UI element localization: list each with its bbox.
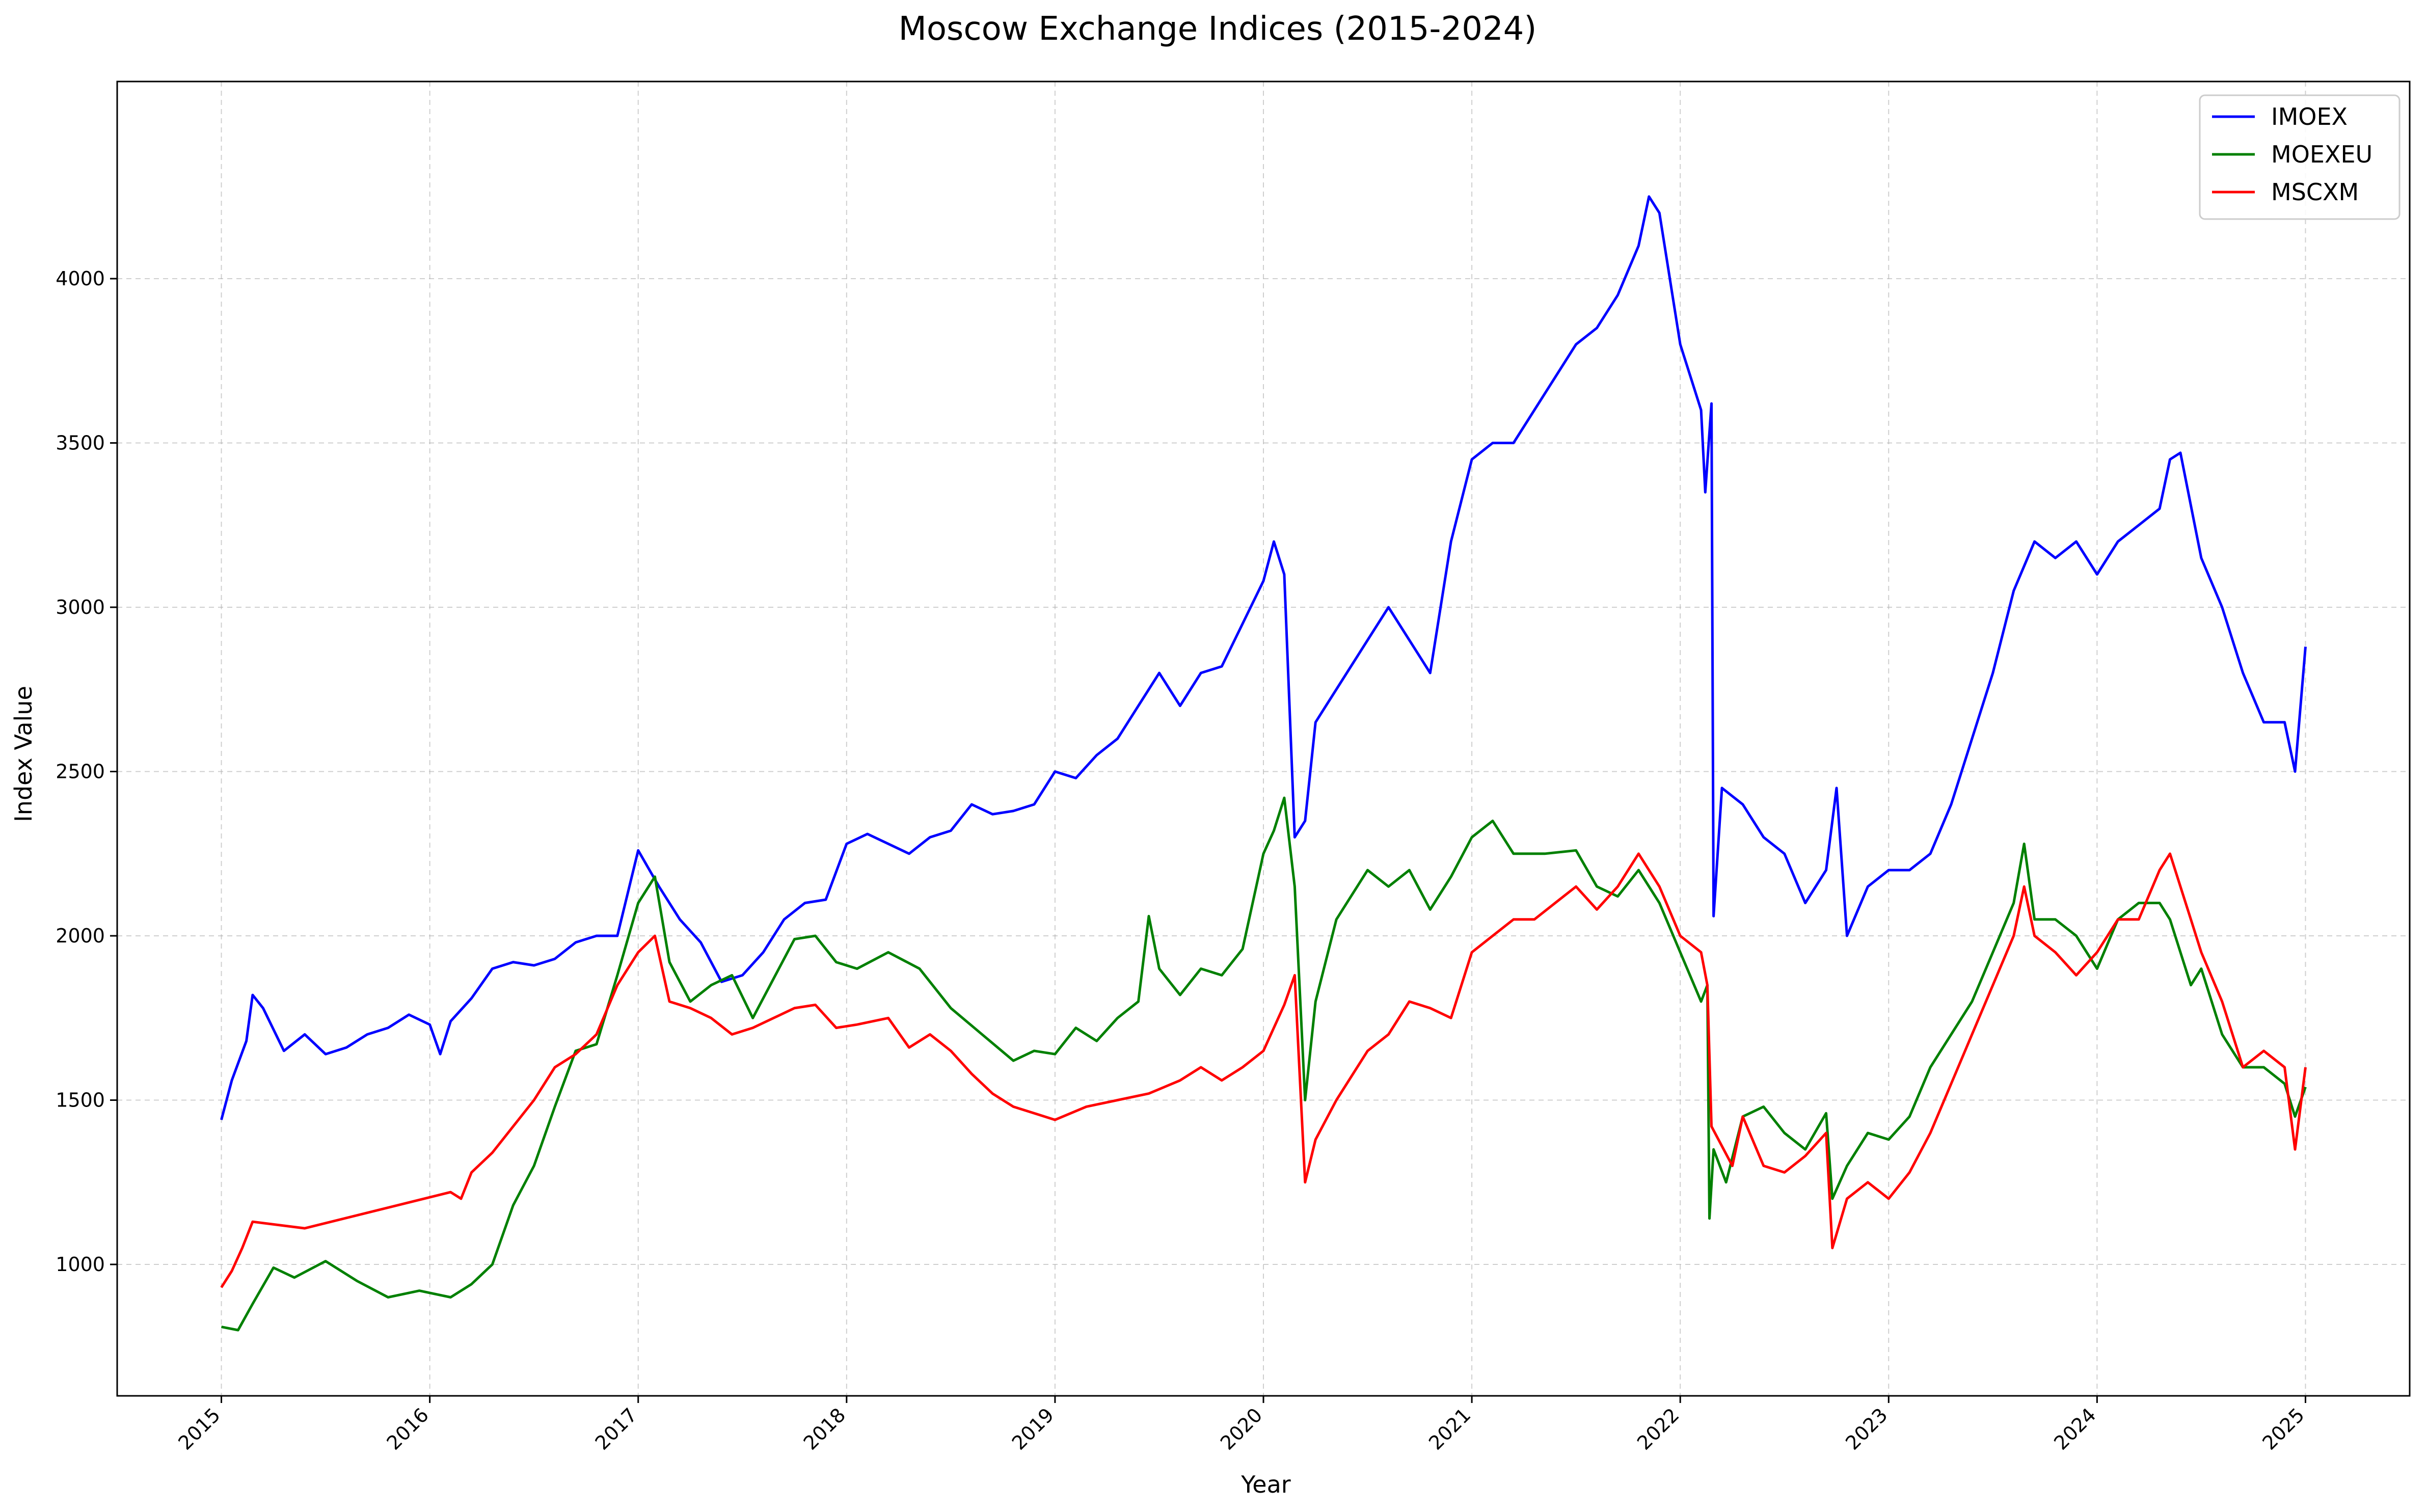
y-axis: 1000 1500 2000 2500 3000 3500 4000 (56, 267, 117, 1276)
legend-box (2199, 94, 2401, 220)
chart-title: Moscow Exchange Indices (2015-2024) (899, 10, 1537, 48)
y-tick-label: 2500 (56, 761, 105, 783)
legend: IMOEX MOEXEU MSCXM (2199, 94, 2401, 220)
series-line-mscxm (220, 852, 2307, 1288)
legend-label-mscxm: MSCXM (2271, 178, 2359, 206)
y-tick-label: 1000 (56, 1253, 105, 1276)
y-tick-label: 3500 (56, 432, 105, 454)
y-axis-label: Index Value (10, 686, 37, 822)
y-tick-label: 2000 (56, 925, 105, 947)
y-tick-label: 1500 (56, 1089, 105, 1112)
legend-label-imoex: IMOEX (2271, 103, 2348, 130)
y-tick-label: 3000 (56, 596, 105, 618)
y-tick-label: 4000 (56, 267, 105, 290)
series-layer (220, 195, 2307, 1332)
legend-label-moexeu: MOEXEU (2271, 141, 2372, 168)
x-axis-label: Year (1241, 1471, 1290, 1498)
series-line-imoex (220, 195, 2307, 1120)
gridlines (117, 82, 2410, 1396)
series-line-moexeu (221, 796, 2307, 1332)
